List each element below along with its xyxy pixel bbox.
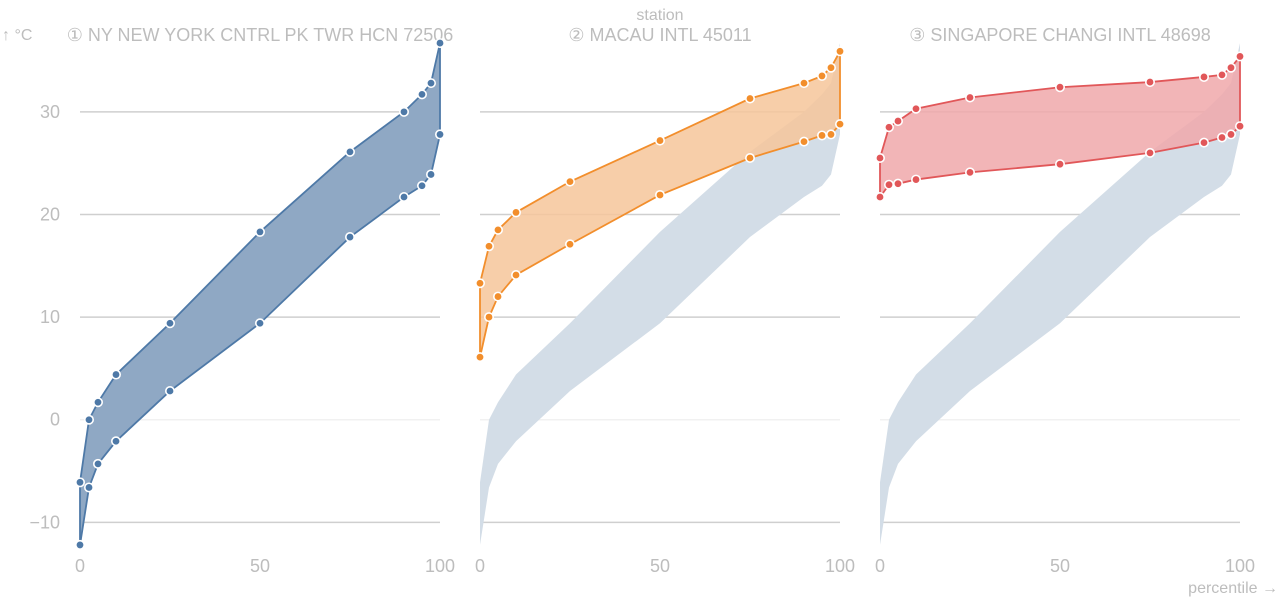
y-tick-label-20: 20 — [40, 204, 60, 224]
x-axis-label: percentile → — [1188, 580, 1278, 597]
high-point-p97.5 — [825, 62, 836, 73]
low-point-p90 — [798, 136, 809, 147]
y-tick-label--10: −10 — [29, 512, 60, 532]
facet-2: 0 50 100 ② MACAU INTL 45011 — [475, 25, 855, 576]
low-point-p75 — [1145, 147, 1156, 158]
high-point-p90 — [798, 78, 809, 89]
facets: −10 0 10 20 30 0 50 100 ① NY NEW YORK CNTRL PK T… — [29, 25, 1255, 576]
high-point-p75 — [344, 146, 355, 157]
low-point-p25 — [564, 239, 575, 250]
low-point-p100 — [834, 119, 845, 130]
high-point-p10 — [910, 103, 921, 114]
high-point-p5 — [492, 224, 503, 235]
x-tick-label-0: 0 — [875, 556, 885, 576]
low-point-p75 — [344, 232, 355, 243]
facet-title-3: ③ SINGAPORE CHANGI INTL 48698 — [909, 25, 1211, 45]
high-point-p50 — [654, 135, 665, 146]
range-area — [80, 43, 440, 545]
facet-title-1: ① NY NEW YORK CNTRL PK TWR HCN 72506 — [67, 25, 454, 45]
low-point-p5 — [93, 458, 104, 469]
low-point-p25 — [165, 385, 176, 396]
low-point-p100 — [1235, 121, 1246, 132]
high-point-p25 — [165, 318, 176, 329]
low-point-p75 — [744, 153, 755, 164]
facet-title-2: ② MACAU INTL 45011 — [568, 25, 751, 45]
low-point-p90 — [398, 192, 409, 203]
high-point-p2.5 — [883, 122, 894, 133]
x-tick-label-100: 100 — [425, 556, 455, 576]
high-point-p100 — [834, 46, 845, 57]
high-point-p5 — [93, 397, 104, 408]
high-point-p97.5 — [1226, 62, 1237, 73]
low-point-p97.5 — [1226, 129, 1237, 140]
high-point-p75 — [744, 93, 755, 104]
x-tick-label-0: 0 — [475, 556, 485, 576]
high-point-p10 — [510, 207, 521, 218]
low-point-p5 — [892, 178, 903, 189]
high-point-p50 — [255, 226, 266, 237]
reference-band — [480, 43, 840, 545]
x-tick-label-100: 100 — [825, 556, 855, 576]
low-point-p97.5 — [825, 129, 836, 140]
low-point-p0 — [75, 539, 86, 550]
high-point-p75 — [1145, 77, 1156, 88]
high-point-p0 — [75, 477, 86, 488]
low-point-p10 — [111, 436, 122, 447]
x-tick-label-0: 0 — [75, 556, 85, 576]
low-point-p25 — [964, 167, 975, 178]
high-point-p100 — [434, 38, 445, 49]
x-tick-label-50: 50 — [250, 556, 270, 576]
low-point-p50 — [255, 318, 266, 329]
high-point-p90 — [1199, 71, 1210, 82]
facet-1: −10 0 10 20 30 0 50 100 ① NY NEW YORK CNTRL PK T… — [29, 25, 455, 576]
high-point-p5 — [892, 116, 903, 127]
x-tick-label-100: 100 — [1225, 556, 1255, 576]
y-tick-label-0: 0 — [50, 410, 60, 430]
high-point-p2.5 — [483, 241, 494, 252]
facet-label: station — [636, 7, 683, 24]
low-point-p95 — [416, 180, 427, 191]
high-point-p97.5 — [425, 78, 436, 89]
reference-band — [880, 43, 1240, 545]
low-point-p95 — [1217, 132, 1228, 143]
high-point-p50 — [1055, 82, 1066, 93]
low-point-p2.5 — [883, 179, 894, 190]
low-point-p50 — [1055, 159, 1066, 170]
facet-3: 0 50 100 ③ SINGAPORE CHANGI INTL 48698 — [875, 25, 1255, 576]
range-area — [480, 51, 840, 358]
high-point-p2.5 — [84, 414, 95, 425]
low-point-p2.5 — [84, 482, 95, 493]
low-point-p2.5 — [483, 312, 494, 323]
low-point-p97.5 — [425, 169, 436, 180]
high-point-p25 — [564, 176, 575, 187]
low-point-p95 — [816, 130, 827, 141]
range-area — [880, 56, 1240, 198]
y-axis-label: ↑ °C — [2, 27, 32, 44]
high-point-p90 — [398, 106, 409, 117]
y-tick-label-10: 10 — [40, 307, 60, 327]
x-tick-label-50: 50 — [1050, 556, 1070, 576]
low-point-p10 — [510, 270, 521, 281]
high-point-p10 — [111, 369, 122, 380]
high-point-p0 — [874, 153, 885, 164]
low-point-p10 — [910, 174, 921, 185]
high-point-p100 — [1235, 51, 1246, 62]
x-tick-label-50: 50 — [650, 556, 670, 576]
y-tick-label-30: 30 — [40, 102, 60, 122]
high-point-p25 — [964, 92, 975, 103]
low-point-p50 — [654, 189, 665, 200]
high-point-p0 — [474, 278, 485, 289]
high-point-p95 — [1217, 69, 1228, 80]
high-point-p95 — [416, 89, 427, 100]
low-point-p100 — [434, 129, 445, 140]
low-point-p0 — [474, 352, 485, 363]
low-point-p0 — [874, 192, 885, 203]
high-point-p95 — [816, 70, 827, 81]
low-point-p90 — [1199, 137, 1210, 148]
low-point-p5 — [492, 291, 503, 302]
